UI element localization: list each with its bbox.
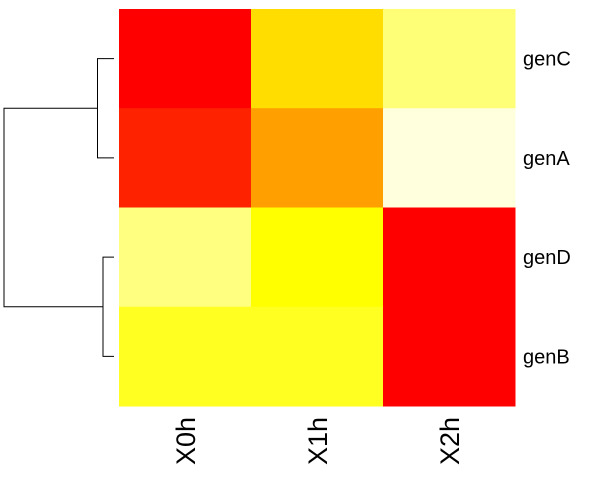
row-label-genC: genC [523,49,571,71]
column-label-X0h: X0h [171,417,201,465]
row-label-genB: genB [523,346,570,368]
heatmap-cell-genD-X0h [119,207,252,308]
dendrogram-branch-genD-genB [102,256,114,357]
row-labels: genC genA genD genB [523,49,571,369]
heatmap-cell-genC-X1h [251,9,384,109]
heatmap-cell-genD-X1h [251,207,384,308]
heatmap-cells [119,9,516,407]
column-labels: X0h X1h X2h [171,417,465,465]
dendrogram-root [3,107,103,308]
heatmap-cell-genA-X1h [251,108,384,208]
heatmap-cell-genA-X2h [383,108,516,208]
heatmap-cell-genB-X2h [383,306,516,407]
column-label-X1h: X1h [303,417,333,465]
heatmap-cell-genD-X2h [383,207,516,308]
heatmap-cell-genA-X0h [119,108,252,208]
dendrogram-branch-genC-genA [97,58,114,159]
column-label-X2h: X2h [435,417,465,465]
heatmap-cell-genB-X1h [251,306,384,407]
heatmap-cell-genB-X0h [119,306,252,407]
row-label-genA: genA [523,148,570,170]
row-label-genD: genD [523,247,571,269]
heatmap-cell-genC-X0h [119,9,252,109]
row-dendrogram [3,58,114,357]
heatmap-cell-genC-X2h [383,9,516,109]
